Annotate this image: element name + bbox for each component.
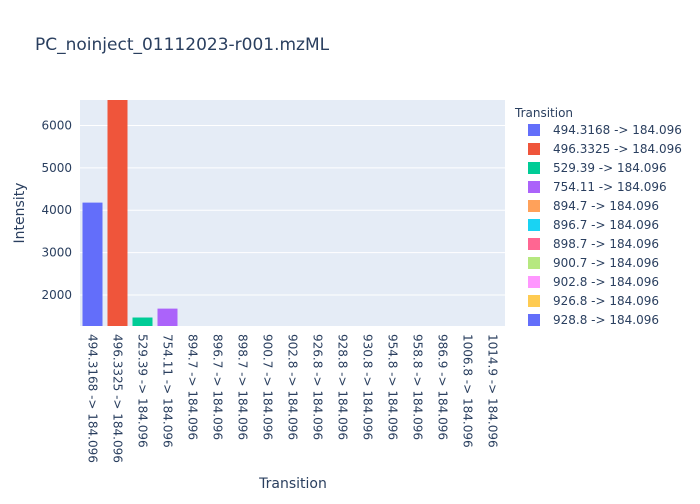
gridlines (80, 124, 505, 296)
x-tick-label: 494.3168 -> 184.096 (86, 334, 100, 463)
legend-title: Transition (514, 106, 573, 120)
chart-title: PC_noinject_01112023-r001.mzML (35, 35, 330, 55)
y-tick-label: 3000 (41, 246, 72, 260)
legend-swatch (528, 124, 540, 136)
x-tick-label: 958.8 -> 184.096 (411, 334, 425, 440)
legend: Transition 494.3168 -> 184.096 496.3325 -… (514, 106, 682, 327)
legend-swatch (528, 295, 540, 307)
legend-swatch (528, 314, 540, 326)
legend-swatch (528, 143, 540, 155)
legend-swatch (528, 276, 540, 288)
x-tick-label: 1014.9 -> 184.096 (486, 334, 500, 448)
x-tick-label: 902.8 -> 184.096 (286, 334, 300, 440)
legend-swatch (528, 181, 540, 193)
x-tick-label: 928.8 -> 184.096 (336, 334, 350, 440)
y-tick-label: 2000 (41, 288, 72, 302)
legend-label: 894.7 -> 184.096 (553, 199, 659, 213)
plot-area (80, 100, 505, 326)
x-tick-label: 896.7 -> 184.096 (211, 334, 225, 440)
legend-swatch (528, 162, 540, 174)
legend-label: 896.7 -> 184.096 (553, 218, 659, 232)
legend-label: 754.11 -> 184.096 (553, 180, 667, 194)
legend-label: 926.8 -> 184.096 (553, 294, 659, 308)
legend-swatch (528, 200, 540, 212)
x-tick-label: 926.8 -> 184.096 (311, 334, 325, 440)
x-tick-label: 894.7 -> 184.096 (186, 334, 200, 440)
bars (82, 100, 178, 326)
x-tick-label: 898.7 -> 184.096 (236, 334, 250, 440)
x-tick-label: 754.11 -> 184.096 (161, 334, 175, 448)
y-tick-label: 5000 (41, 161, 72, 175)
x-tick-label: 986.9 -> 184.096 (436, 334, 450, 440)
legend-label: 494.3168 -> 184.096 (553, 123, 682, 137)
legend-label: 902.8 -> 184.096 (553, 275, 659, 289)
x-tick-label: 930.8 -> 184.096 (361, 334, 375, 440)
y-tick-label: 6000 (41, 118, 72, 132)
y-axis-label: Intensity (12, 183, 28, 244)
x-tick-label: 900.7 -> 184.096 (261, 334, 275, 440)
y-tick-labels: 2000 3000 4000 5000 6000 (41, 118, 72, 302)
x-tick-label: 1006.8 -> 184.096 (461, 334, 475, 448)
legend-label: 496.3325 -> 184.096 (553, 142, 682, 156)
y-tick-label: 4000 (41, 203, 72, 217)
bar (157, 308, 178, 326)
x-tick-label: 529.39 -> 184.096 (136, 334, 150, 448)
bar (82, 202, 103, 326)
legend-label: 928.8 -> 184.096 (553, 313, 659, 327)
x-tick-label: 954.8 -> 184.096 (386, 334, 400, 440)
legend-swatch (528, 219, 540, 231)
legend-label: 529.39 -> 184.096 (553, 161, 667, 175)
bar (107, 100, 128, 326)
x-tick-label: 496.3325 -> 184.096 (111, 334, 125, 463)
legend-swatch (528, 238, 540, 250)
legend-label: 900.7 -> 184.096 (553, 256, 659, 270)
x-axis-label: Transition (258, 476, 327, 492)
bar (132, 317, 153, 326)
legend-label: 898.7 -> 184.096 (553, 237, 659, 251)
legend-swatch (528, 257, 540, 269)
x-tick-labels: 494.3168 -> 184.096 496.3325 -> 184.096 52… (86, 334, 500, 463)
